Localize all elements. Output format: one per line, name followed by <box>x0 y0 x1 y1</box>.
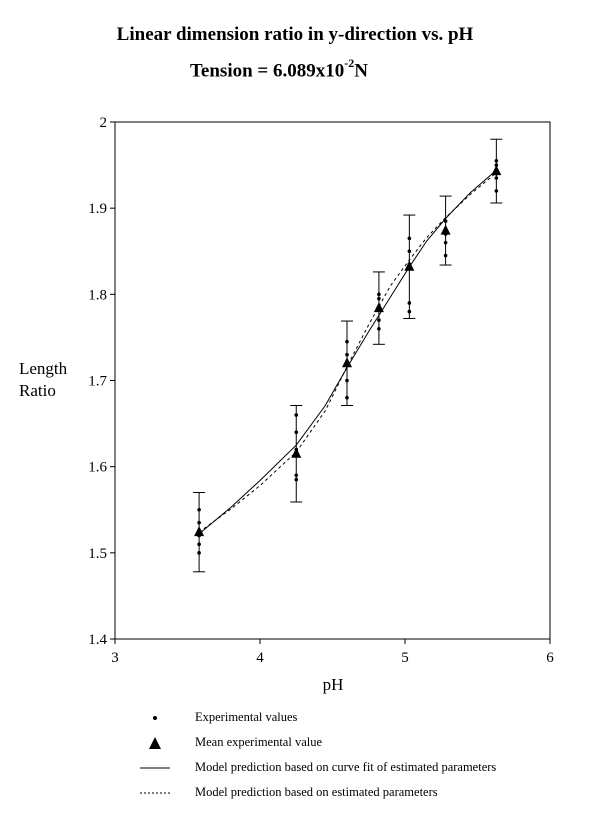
legend-label-experimental: Experimental values <box>195 710 298 724</box>
experimental-point <box>377 318 381 322</box>
experimental-point <box>377 292 381 297</box>
experimental-point <box>443 253 448 258</box>
x-axis-label: pH <box>323 675 344 694</box>
y-tick-label: 1.8 <box>88 287 107 303</box>
experimental-point <box>294 477 299 482</box>
mean-point <box>440 224 451 235</box>
experimental-point <box>494 163 499 167</box>
x-tick-label: 6 <box>546 650 554 666</box>
experimental-point <box>294 430 299 435</box>
y-axis-label-line2: Ratio <box>19 381 56 400</box>
experimental-point <box>197 507 201 512</box>
model-curves <box>198 169 497 535</box>
tension-exponent: -2 <box>344 56 355 70</box>
y-tick-label: 1.6 <box>88 460 107 476</box>
y-tick-label: 1.9 <box>88 201 107 217</box>
experimental-point <box>197 551 201 555</box>
mean-point <box>491 165 502 176</box>
experimental-point <box>494 158 499 163</box>
x-tick-label: 4 <box>256 650 264 666</box>
legend-label-curve-fit: Model prediction based on curve fit of e… <box>195 760 497 774</box>
experimental-point <box>407 249 412 254</box>
y-tick-label: 1.5 <box>88 546 107 562</box>
mean-point <box>194 526 205 537</box>
experimental-point <box>443 240 448 245</box>
y-tick-label: 1.4 <box>88 632 107 648</box>
chart-title: Linear dimension ratio in y-direction vs… <box>116 24 474 45</box>
experimental-point <box>494 176 499 180</box>
mean-point <box>373 302 384 313</box>
axis-ticks: 3 4 5 6 1.4 1.5 1.6 1.7 1.8 1.9 2 <box>88 115 554 666</box>
experimental-point <box>407 301 412 305</box>
solid-line-icon <box>140 767 170 769</box>
experimental-point <box>345 339 349 344</box>
experimental-point <box>197 520 201 525</box>
experimental-point <box>345 378 349 383</box>
y-tick-label: 2 <box>100 115 108 131</box>
experimental-point <box>377 327 381 331</box>
x-tick-label: 5 <box>401 650 409 666</box>
legend-label-mean: Mean experimental value <box>195 735 323 749</box>
mean-point <box>404 260 415 271</box>
experimental-point <box>407 309 412 314</box>
plot-frame <box>114 121 551 640</box>
experimental-point <box>494 189 499 193</box>
curve-fit-model-line <box>198 169 497 535</box>
tension-prefix: Tension = 6.089x10 <box>190 60 345 82</box>
y-axis-label-line1: Length <box>19 359 68 378</box>
x-tick-label: 3 <box>111 650 119 666</box>
experimental-point <box>345 352 349 357</box>
chart-subtitle: Tension = 6.089x10-2N <box>190 56 368 82</box>
experimental-point <box>407 236 412 241</box>
y-tick-label: 1.7 <box>88 374 107 390</box>
mean-point <box>342 357 352 368</box>
experimental-dot-icon <box>153 716 157 720</box>
experimental-point <box>345 395 349 400</box>
experimental-point <box>294 413 299 417</box>
mean-point <box>291 447 302 458</box>
experimental-points <box>197 158 499 555</box>
experimental-point <box>197 542 201 547</box>
experimental-point <box>294 473 299 478</box>
mean-triangle-icon <box>149 737 161 749</box>
experimental-point <box>377 296 381 301</box>
mean-points <box>194 165 502 537</box>
estimated-model-line <box>198 172 497 533</box>
tension-unit: N <box>354 60 368 82</box>
dashed-line-icon <box>140 792 170 794</box>
experimental-point <box>443 219 448 223</box>
legend-label-estimated: Model prediction based on estimated para… <box>195 785 438 799</box>
